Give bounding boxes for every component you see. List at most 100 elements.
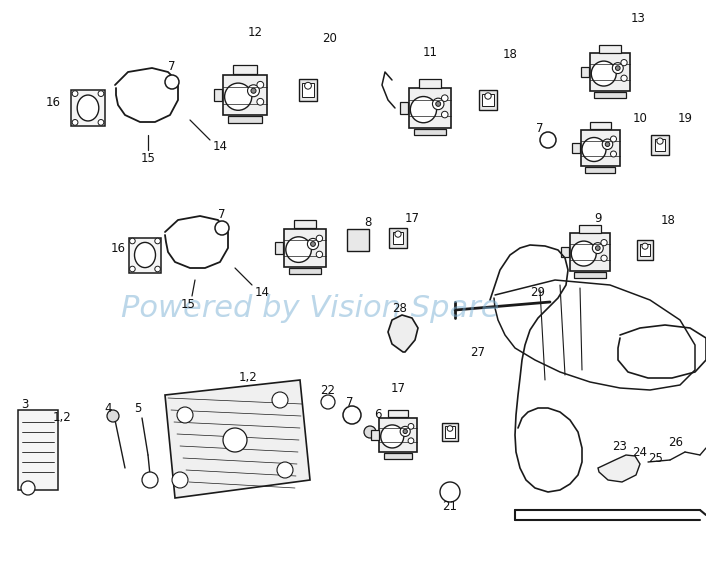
Bar (580, 130, 619, 166)
Text: 13: 13 (630, 12, 645, 25)
Text: 20: 20 (323, 32, 337, 44)
Circle shape (225, 83, 252, 110)
Bar (294, 220, 316, 228)
Circle shape (441, 95, 448, 101)
Circle shape (321, 395, 335, 409)
Circle shape (601, 240, 607, 246)
Bar (482, 94, 493, 107)
Bar (599, 45, 621, 52)
Circle shape (343, 406, 361, 424)
Circle shape (251, 88, 256, 93)
Bar (275, 242, 283, 253)
Bar (652, 135, 669, 155)
Bar (383, 453, 412, 458)
Text: 11: 11 (422, 46, 438, 59)
Circle shape (142, 472, 158, 488)
Text: 29: 29 (530, 286, 546, 298)
Circle shape (642, 243, 648, 249)
Text: 28: 28 (393, 301, 407, 314)
Text: 8: 8 (364, 215, 371, 229)
Circle shape (130, 266, 136, 272)
Circle shape (440, 482, 460, 502)
Bar (285, 229, 325, 267)
Circle shape (395, 231, 401, 237)
Bar (573, 143, 580, 153)
Text: 1,2: 1,2 (53, 411, 71, 425)
Bar (414, 128, 446, 135)
Circle shape (447, 426, 453, 431)
Bar (228, 116, 262, 123)
Circle shape (257, 98, 264, 105)
Circle shape (410, 97, 436, 123)
Circle shape (130, 238, 136, 244)
Text: 15: 15 (181, 297, 196, 310)
Bar (409, 88, 451, 128)
Circle shape (485, 93, 491, 99)
Text: 27: 27 (470, 346, 486, 358)
Bar (18, 410, 58, 490)
Text: 19: 19 (678, 112, 693, 124)
Text: 14: 14 (213, 139, 227, 153)
Bar (223, 75, 267, 115)
Bar (561, 247, 569, 257)
Circle shape (571, 241, 597, 266)
Circle shape (540, 132, 556, 148)
Circle shape (177, 407, 193, 423)
Circle shape (408, 423, 414, 429)
Text: 7: 7 (537, 122, 544, 135)
Bar (289, 268, 321, 274)
Circle shape (433, 98, 444, 109)
Bar (442, 423, 457, 441)
Circle shape (381, 425, 404, 448)
Bar (393, 232, 403, 244)
Circle shape (403, 429, 407, 434)
Circle shape (98, 91, 104, 97)
Text: 17: 17 (405, 211, 419, 225)
Text: 16: 16 (111, 241, 126, 255)
Circle shape (165, 75, 179, 89)
Bar (640, 244, 650, 256)
Circle shape (612, 63, 623, 74)
Text: 22: 22 (321, 384, 335, 396)
Circle shape (592, 61, 616, 86)
Circle shape (592, 242, 603, 253)
Text: 7: 7 (168, 60, 176, 74)
Text: 16: 16 (45, 97, 61, 109)
Circle shape (621, 75, 627, 81)
Circle shape (257, 81, 264, 88)
Polygon shape (388, 315, 418, 352)
Text: 24: 24 (633, 445, 647, 458)
Circle shape (277, 462, 293, 478)
Circle shape (286, 237, 311, 263)
Text: 4: 4 (104, 401, 112, 415)
Circle shape (436, 101, 441, 107)
Text: 25: 25 (649, 452, 664, 464)
Circle shape (408, 438, 414, 444)
Circle shape (215, 221, 229, 235)
Circle shape (605, 142, 610, 146)
Bar (302, 83, 314, 97)
Circle shape (316, 251, 323, 257)
Circle shape (248, 85, 259, 97)
Bar (233, 65, 257, 74)
Circle shape (21, 481, 35, 495)
Circle shape (107, 410, 119, 422)
Polygon shape (598, 455, 640, 482)
Circle shape (72, 120, 78, 126)
Bar (299, 79, 318, 101)
Ellipse shape (135, 242, 155, 268)
Bar (590, 122, 611, 129)
Circle shape (364, 426, 376, 438)
Bar (71, 90, 104, 126)
Text: 12: 12 (248, 26, 263, 40)
Bar (129, 237, 161, 272)
Bar (347, 229, 369, 251)
Circle shape (272, 392, 288, 408)
Circle shape (657, 138, 663, 144)
Bar (390, 228, 407, 248)
Text: 1,2: 1,2 (239, 372, 258, 385)
Circle shape (98, 120, 104, 126)
Bar (371, 430, 378, 440)
Text: 5: 5 (134, 401, 142, 415)
Polygon shape (165, 380, 310, 498)
